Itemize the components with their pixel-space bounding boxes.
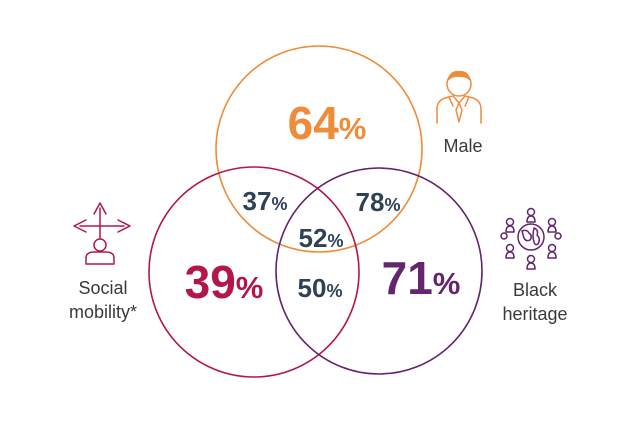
black-heritage-label-line2: heritage	[502, 304, 567, 324]
male-black-overlap-value: 78%	[356, 187, 401, 217]
male-circle	[215, 45, 423, 253]
globe-people-icon	[500, 207, 562, 270]
all-three-overlap-value: 52%	[299, 223, 344, 253]
male-label: Male	[443, 136, 482, 156]
black-heritage-value: 71%	[382, 252, 461, 304]
black-heritage-label-line1: Black	[513, 280, 558, 300]
social-mobility-label-line2: mobility*	[69, 302, 137, 322]
crossroads-person-icon	[73, 202, 131, 265]
social-black-overlap-value: 50%	[298, 273, 343, 303]
social-mobility-value: 39%	[185, 256, 264, 308]
male-social-overlap-value: 37%	[243, 186, 288, 216]
social-mobility-circle	[148, 166, 360, 378]
social-mobility-label-line1: Social	[78, 278, 127, 298]
male-value: 64%	[288, 97, 367, 149]
black-heritage-circle	[275, 167, 483, 375]
person-icon	[436, 70, 482, 124]
